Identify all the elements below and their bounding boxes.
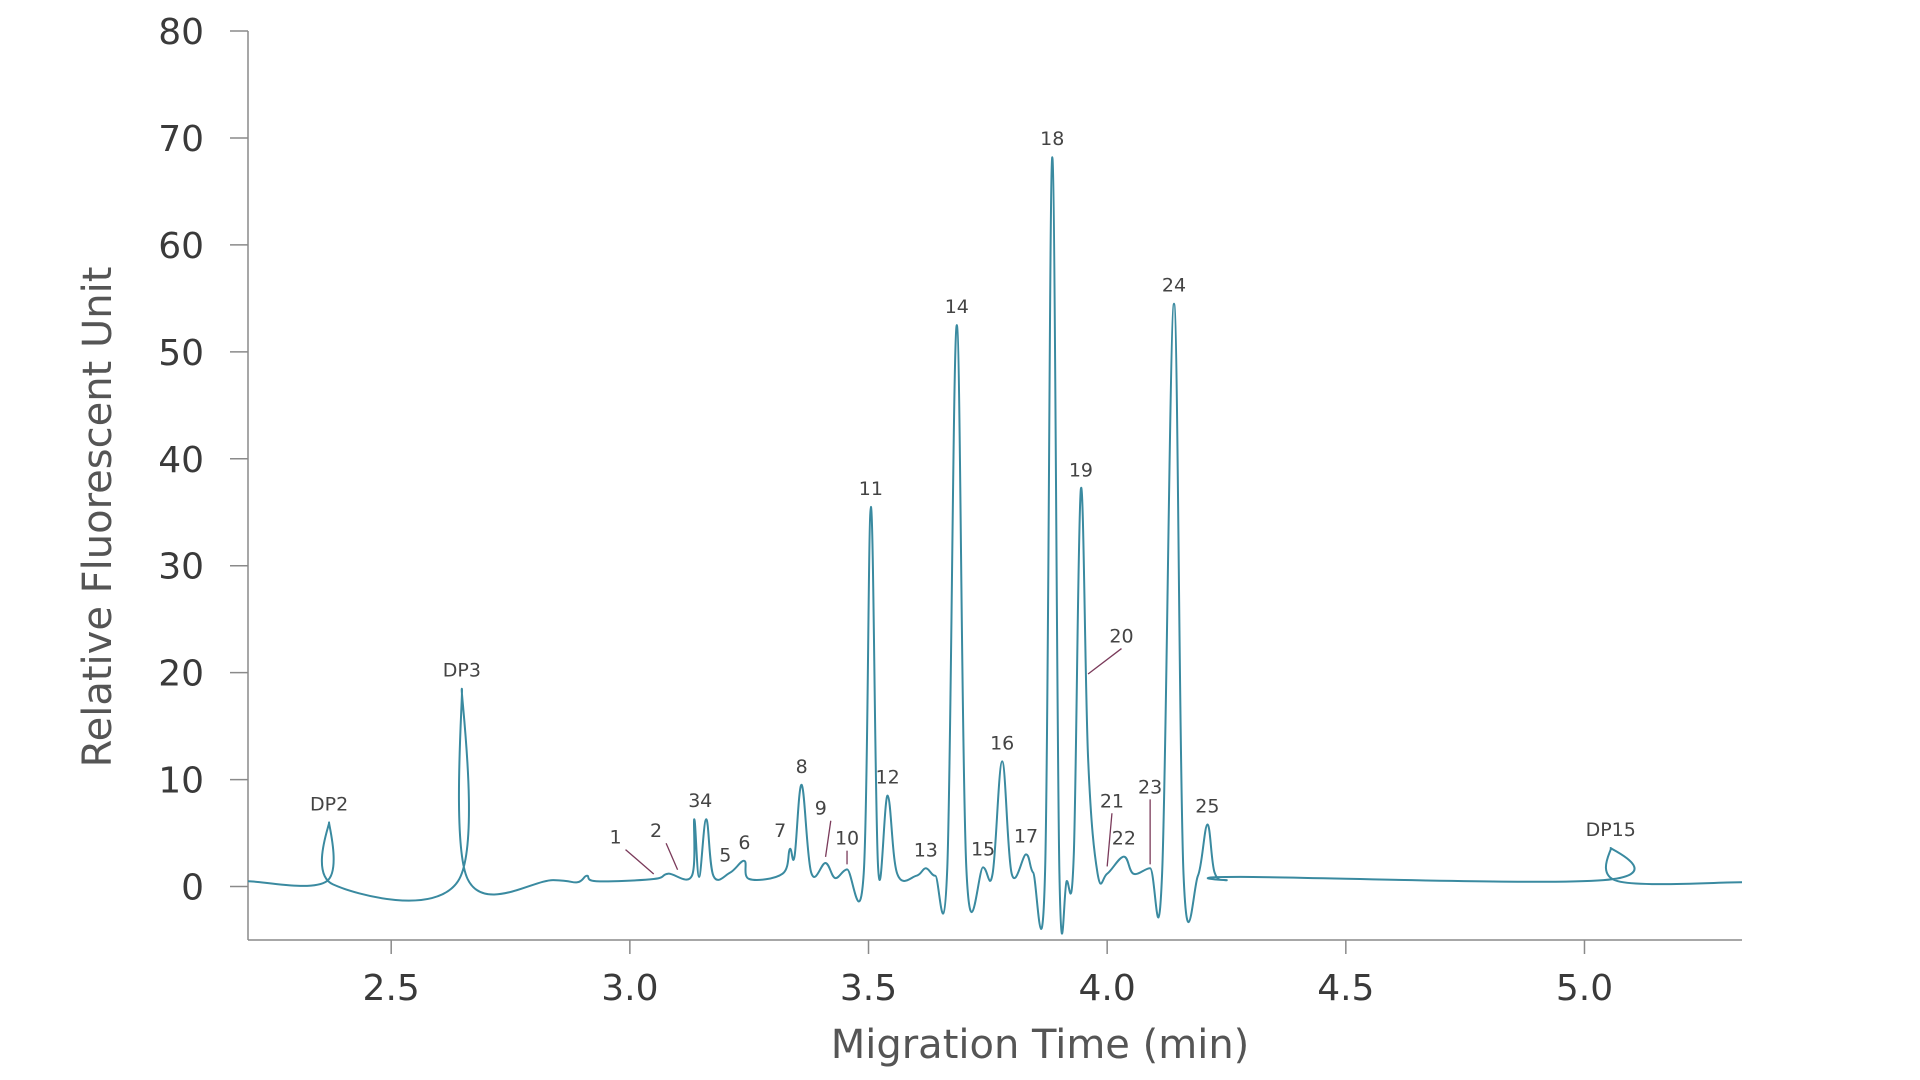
axes: 0 10 20 30 40 50 60 70 80 2.5 3.0 3.5 4.0 4.5 5.0 [158, 12, 1742, 1009]
x-tick-label: 3.0 [601, 968, 658, 1009]
y-tick-label: 50 [158, 333, 204, 374]
y-tick-label: 40 [158, 440, 204, 481]
peak-label: 1 [609, 827, 621, 849]
peak-label: 3 [688, 790, 700, 812]
x-tick-label: 4.0 [1079, 968, 1136, 1009]
x-axis-title: Migration Time (min) [831, 1022, 1250, 1068]
peak-leader-line [625, 849, 655, 875]
peak-label: 22 [1112, 828, 1136, 850]
y-axis-title: Relative Fluorescent Unit [75, 267, 121, 768]
peak-leader-line [1087, 648, 1122, 675]
peak-label: 9 [815, 798, 827, 820]
peak-label: 13 [914, 839, 938, 861]
peak-label: DP15 [1586, 819, 1636, 841]
peak-label: 23 [1138, 776, 1162, 798]
peak-label: 2 [650, 820, 662, 842]
x-tick-label: 5.0 [1556, 968, 1613, 1009]
x-tick-label: 3.5 [840, 968, 897, 1009]
y-tick-label: 0 [181, 868, 204, 909]
peak-label: DP2 [310, 793, 348, 815]
peak-leader-line [824, 820, 832, 857]
peak-label: 6 [738, 832, 750, 854]
peak-label: 5 [719, 845, 731, 867]
peak-label: 12 [876, 767, 900, 789]
peak-label: 20 [1109, 626, 1133, 648]
trace-layer [247, 156, 1743, 935]
peak-label: 25 [1195, 796, 1219, 818]
x-tick-label: 4.5 [1317, 968, 1374, 1009]
peak-label: 21 [1100, 790, 1124, 812]
peak-label: 7 [774, 820, 786, 842]
y-tick-label: 80 [158, 12, 204, 53]
peak-label: DP3 [443, 660, 481, 682]
peak-label: 16 [990, 732, 1014, 754]
peak-label: 10 [835, 828, 859, 850]
y-tick-label: 60 [158, 226, 204, 267]
y-tick-label: 30 [158, 547, 204, 588]
peak-label: 17 [1014, 825, 1038, 847]
electropherogram-trace [247, 156, 1743, 935]
peak-label: 19 [1069, 460, 1093, 482]
y-tick-label: 20 [158, 654, 204, 695]
peak-label: 4 [700, 790, 712, 812]
y-tick-label: 10 [158, 761, 204, 802]
peak-label: 11 [859, 478, 883, 500]
peak-leader-line [1106, 813, 1113, 867]
x-tick-label: 2.5 [363, 968, 420, 1009]
peak-label: 18 [1040, 128, 1064, 150]
y-tick-label: 70 [158, 119, 204, 160]
peak-leader-line [665, 842, 679, 870]
peak-label: 15 [971, 838, 995, 860]
peak-label: 8 [796, 756, 808, 778]
peak-label: 14 [945, 296, 969, 318]
peak-label: 24 [1162, 275, 1186, 297]
